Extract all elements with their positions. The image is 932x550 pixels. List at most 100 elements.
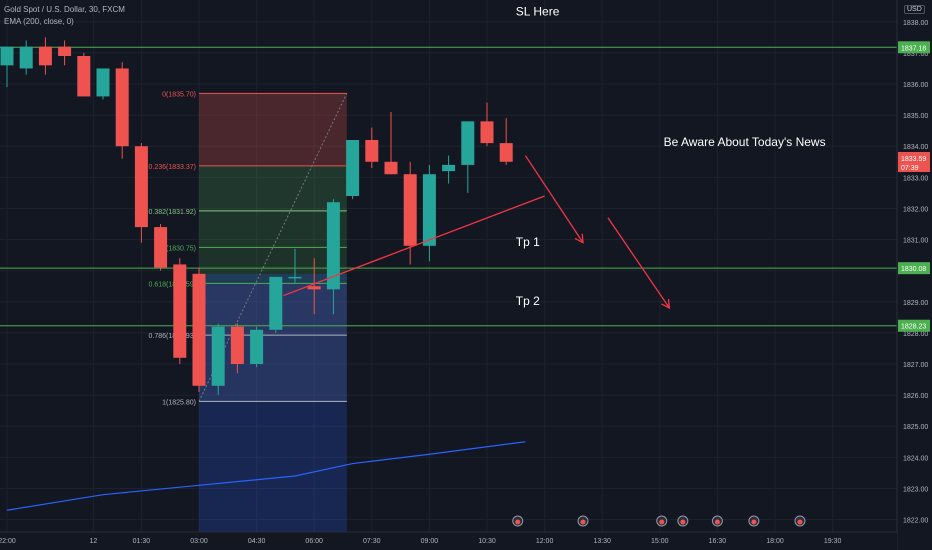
time-tick-label: 16:30 bbox=[709, 538, 727, 545]
bull-candle bbox=[211, 326, 225, 386]
bear-candle bbox=[230, 326, 244, 364]
bull-candle bbox=[250, 329, 264, 364]
level-price-label: 1828.23 bbox=[901, 324, 926, 331]
time-tick-label: 22:00 bbox=[0, 538, 16, 545]
event-flag-icon bbox=[580, 519, 586, 525]
time-tick-label: 01:30 bbox=[133, 538, 151, 545]
bear-candle bbox=[58, 46, 72, 56]
price-tick-label: 1823.00 bbox=[903, 486, 928, 493]
time-tick-label: 18:00 bbox=[766, 538, 784, 545]
fib-level-label: 0.236(1833.37) bbox=[149, 164, 196, 171]
bear-candle bbox=[192, 273, 206, 386]
bull-candle bbox=[461, 121, 475, 165]
bear-candle bbox=[38, 46, 52, 66]
arrow-line[interactable] bbox=[607, 217, 670, 309]
price-tick-label: 1824.00 bbox=[903, 455, 928, 462]
time-tick-label: 04:30 bbox=[248, 538, 266, 545]
level-price-label: 1837.18 bbox=[901, 45, 926, 52]
arrow-head bbox=[574, 233, 584, 244]
price-tick-label: 1832.00 bbox=[903, 206, 928, 213]
fib-level-label: 1(1825.80) bbox=[162, 399, 196, 406]
bull-candle bbox=[326, 202, 340, 290]
event-flag-icon bbox=[714, 519, 720, 525]
fib-zone bbox=[199, 165, 347, 211]
ema-line bbox=[6, 441, 526, 511]
arrow-head bbox=[661, 298, 671, 310]
level-price-badge bbox=[898, 41, 930, 54]
time-tick-label: 07:30 bbox=[363, 538, 381, 545]
fib-level-label: 0.618(1829.59) bbox=[149, 281, 196, 288]
event-flag-icon bbox=[797, 519, 803, 525]
bear-candle bbox=[77, 56, 91, 97]
trend-line[interactable] bbox=[283, 195, 545, 297]
bull-candle bbox=[96, 68, 110, 97]
price-tick-label: 1827.00 bbox=[903, 362, 928, 369]
chart-annotation: Tp 2 bbox=[516, 294, 540, 308]
bull-candle bbox=[19, 46, 33, 69]
fib-zone bbox=[199, 210, 347, 248]
symbol-title: Gold Spot / U.S. Dollar, 30, FXCM bbox=[4, 5, 125, 14]
bear-candle bbox=[154, 227, 168, 268]
chart-annotation: Be Aware About Today's News bbox=[664, 135, 826, 149]
price-tick-label: 1833.00 bbox=[903, 175, 928, 182]
bear-candle bbox=[403, 174, 417, 246]
level-price-label: 1830.08 bbox=[901, 266, 926, 273]
price-tick-label: 1826.00 bbox=[903, 393, 928, 400]
bear-candle bbox=[307, 286, 321, 290]
time-tick-label: 09:00 bbox=[421, 538, 439, 545]
fib-zone bbox=[199, 93, 347, 166]
ema-indicator-label: EMA (200, close, 0) bbox=[4, 17, 74, 26]
event-flag-icon bbox=[659, 519, 665, 525]
price-tick-label: 1835.00 bbox=[903, 113, 928, 120]
bull-candle bbox=[0, 46, 14, 66]
price-tick-label: 1825.00 bbox=[903, 424, 928, 431]
fib-level-label: 0.786(1827.93) bbox=[149, 333, 196, 340]
time-tick-label: 10:30 bbox=[478, 538, 496, 545]
bear-candle bbox=[134, 146, 148, 228]
fib-level-label: 0.5(1830.75) bbox=[156, 245, 196, 252]
level-price-badge bbox=[898, 319, 930, 332]
last-price-label: 1833.59 bbox=[901, 156, 926, 163]
last-price-badge bbox=[898, 151, 930, 172]
time-tick-label: 15:00 bbox=[651, 538, 669, 545]
bear-candle bbox=[499, 143, 513, 162]
price-tick-label: 1828.00 bbox=[903, 331, 928, 338]
bear-candle bbox=[173, 264, 187, 358]
time-tick-label: 03:00 bbox=[190, 538, 208, 545]
currency-badge[interactable]: USD bbox=[904, 5, 925, 14]
time-tick-label: 19:30 bbox=[824, 538, 842, 545]
bull-candle bbox=[442, 164, 456, 172]
bull-candle bbox=[346, 140, 360, 196]
price-tick-label: 1831.00 bbox=[903, 238, 928, 245]
bear-candle bbox=[480, 121, 494, 144]
fib-level-label: 0(1835.70) bbox=[162, 91, 196, 98]
event-flag-icon bbox=[515, 519, 521, 525]
price-tick-label: 1822.00 bbox=[903, 518, 928, 525]
time-axis[interactable] bbox=[0, 532, 897, 550]
event-flag-icon bbox=[751, 519, 757, 525]
level-price-badge bbox=[898, 262, 930, 275]
chart-annotation: Tp 1 bbox=[516, 235, 540, 249]
fib-level-label: 0.382(1831.92) bbox=[149, 209, 196, 216]
price-tick-label: 1834.00 bbox=[903, 144, 928, 151]
bear-candle bbox=[365, 140, 379, 162]
bar-countdown-label: 07:39 bbox=[901, 165, 919, 172]
price-tick-label: 1836.00 bbox=[903, 82, 928, 89]
time-tick-label: 12:00 bbox=[536, 538, 554, 545]
bull-candle bbox=[288, 276, 302, 279]
price-tick-label: 1837.00 bbox=[903, 51, 928, 58]
bull-candle bbox=[422, 174, 436, 246]
price-tick-label: 1829.00 bbox=[903, 300, 928, 307]
price-axis[interactable] bbox=[897, 0, 932, 550]
arrow-line[interactable] bbox=[524, 155, 584, 244]
time-tick-label: 12 bbox=[90, 538, 98, 545]
bull-candle bbox=[269, 276, 283, 330]
event-flag-icon bbox=[680, 519, 686, 525]
price-tick-label: 1838.00 bbox=[903, 20, 928, 27]
bear-candle bbox=[115, 68, 129, 147]
chart-annotation: SL Here bbox=[516, 5, 560, 19]
time-tick-label: 13:30 bbox=[593, 538, 611, 545]
bear-candle bbox=[384, 161, 398, 175]
time-tick-label: 06:00 bbox=[305, 538, 323, 545]
